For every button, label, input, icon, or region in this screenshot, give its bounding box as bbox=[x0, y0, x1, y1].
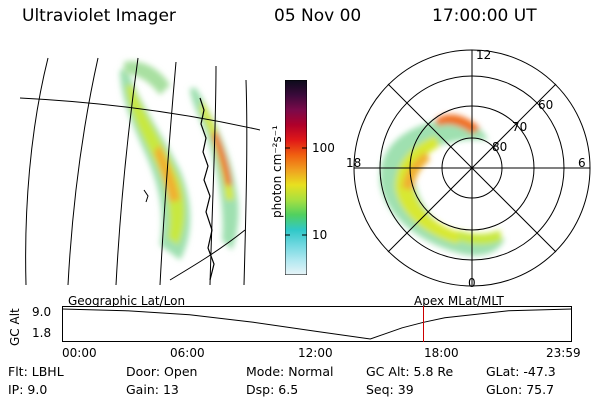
altitude-series-line bbox=[62, 308, 572, 340]
altitude-right-label: Apex MLat/MLT bbox=[414, 294, 504, 308]
info-gain: Gain: 13 bbox=[126, 382, 179, 397]
altitude-xtick-1800: 18:00 bbox=[424, 346, 459, 360]
colorbar bbox=[285, 80, 307, 275]
aurora-band-right bbox=[190, 88, 239, 250]
altitude-ytick-high: 9.0 bbox=[32, 305, 52, 319]
info-door: Door: Open bbox=[126, 364, 198, 379]
altitude-left-label: Geographic Lat/Lon bbox=[68, 294, 186, 308]
info-glat: GLat: -47.3 bbox=[486, 364, 556, 379]
info-flt: Flt: LBHL bbox=[8, 364, 64, 379]
colorbar-tick-10: 10 bbox=[312, 228, 328, 242]
altitude-ytick-low: 1.8 bbox=[32, 326, 52, 340]
polar-plot bbox=[353, 49, 591, 287]
altitude-y-title: GC Alt bbox=[8, 308, 22, 346]
polar-label-12: 12 bbox=[476, 48, 492, 62]
polar-lat-70: 70 bbox=[512, 120, 528, 134]
info-dsp: Dsp: 6.5 bbox=[246, 382, 299, 397]
altitude-xtick-0000: 00:00 bbox=[62, 346, 97, 360]
info-ip: IP: 9.0 bbox=[8, 382, 48, 397]
page-title: Ultraviolet Imager bbox=[22, 6, 176, 26]
polar-lat-60: 60 bbox=[538, 98, 554, 112]
header-time: 17:00:00 UT bbox=[432, 6, 537, 26]
geographic-map bbox=[20, 57, 260, 285]
info-mode: Mode: Normal bbox=[246, 364, 334, 379]
altitude-xtick-2359: 23:59 bbox=[546, 346, 581, 360]
altitude-xtick-0600: 06:00 bbox=[170, 346, 205, 360]
info-gc-alt: GC Alt: 5.8 Re bbox=[366, 364, 454, 379]
polar-label-0: 0 bbox=[468, 276, 476, 290]
altitude-xtick-1200: 12:00 bbox=[298, 346, 333, 360]
info-seq: Seq: 39 bbox=[366, 382, 414, 397]
colorbar-label: photon cm⁻²s⁻¹ bbox=[270, 125, 284, 218]
info-glon: GLon: 75.7 bbox=[486, 382, 555, 397]
polar-label-18: 18 bbox=[346, 156, 362, 170]
colorbar-tick-100: 100 bbox=[312, 141, 335, 155]
polar-label-6: 6 bbox=[578, 156, 586, 170]
polar-lat-80: 80 bbox=[492, 140, 508, 154]
altitude-chart bbox=[62, 306, 572, 342]
header-date: 05 Nov 00 bbox=[274, 6, 362, 26]
aurora-band-left bbox=[120, 70, 191, 260]
